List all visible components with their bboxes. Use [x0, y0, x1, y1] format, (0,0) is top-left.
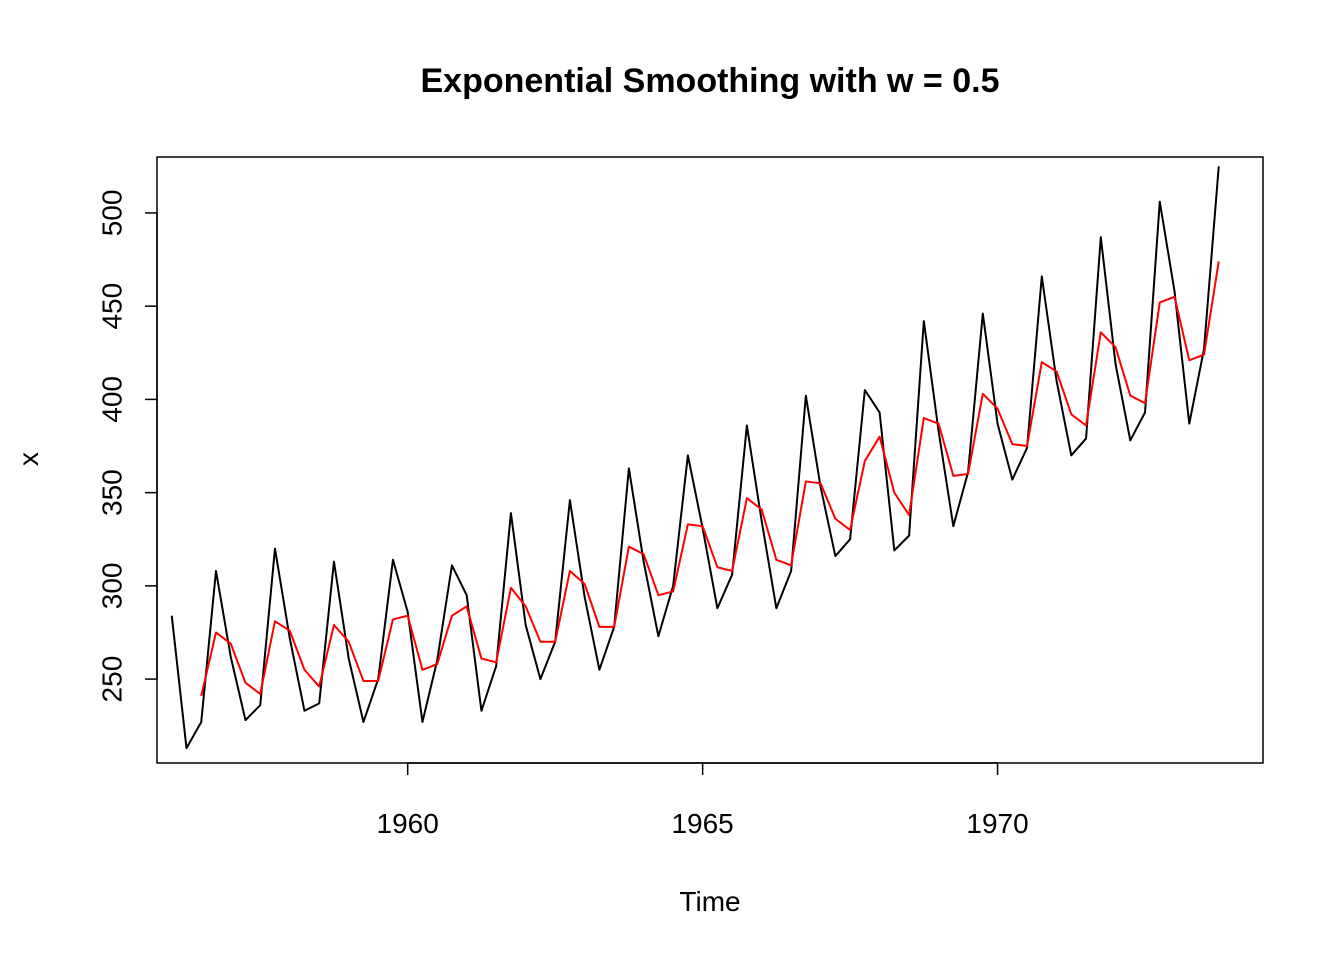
y-axis-label: x — [13, 452, 44, 466]
y-tick-label: 500 — [97, 190, 128, 237]
series-line-2 — [200, 261, 1220, 697]
series-line-1 — [170, 166, 1220, 750]
y-tick-label: 350 — [97, 469, 128, 516]
x-axis: 1960 1965 1970 — [377, 762, 1029, 839]
y-tick-label: 250 — [97, 656, 128, 703]
x-tick-label: 1960 — [377, 808, 439, 839]
y-tick-label: 450 — [97, 283, 128, 330]
x-axis-label: Time — [679, 886, 740, 917]
y-tick-label: 300 — [97, 563, 128, 610]
x-tick-label: 1970 — [966, 808, 1028, 839]
plot-frame — [156, 156, 1264, 764]
x-tick-label: 1965 — [671, 808, 733, 839]
series-layer — [170, 166, 1220, 750]
chart-title: Exponential Smoothing with w = 0.5 — [421, 62, 1000, 100]
y-axis: 250 300 350 400 450 500 — [97, 190, 158, 703]
y-tick-label: 400 — [97, 376, 128, 423]
